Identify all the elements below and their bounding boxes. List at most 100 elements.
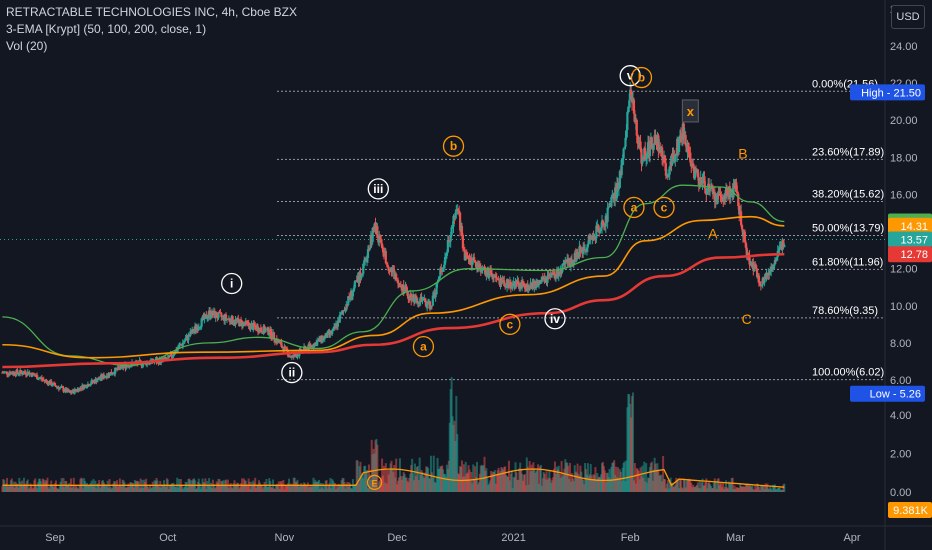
candle-body — [109, 372, 112, 376]
candle-body — [384, 250, 387, 264]
candle-body — [387, 266, 390, 271]
candle-body — [102, 374, 105, 379]
candle-body — [379, 235, 382, 240]
price-tick-label: 12.00 — [890, 264, 918, 276]
wave-circle — [623, 196, 645, 219]
legend-volume[interactable]: Vol (20) — [6, 39, 48, 53]
currency-button[interactable]: USD — [891, 5, 925, 29]
candle-body — [215, 312, 218, 318]
candle-body — [51, 385, 54, 387]
candle-body — [611, 196, 614, 198]
candle-body — [671, 155, 674, 165]
legend-title[interactable]: RETRACTABLE TECHNOLOGIES INC, 4h, Cboe B… — [6, 5, 297, 19]
wave-label: A — [708, 225, 718, 241]
candle-body — [600, 220, 604, 229]
candle-body — [747, 253, 750, 256]
candle-body — [698, 183, 701, 185]
time-tick-label: 2021 — [501, 532, 525, 544]
candle-body — [615, 182, 619, 199]
volume-bar — [632, 392, 635, 492]
candle-body — [624, 137, 627, 147]
candle-body — [595, 225, 598, 239]
volume-bar — [468, 469, 471, 492]
candle-body — [62, 387, 65, 392]
fibonacci-retracement: 0.00%(21.56)23.60%(17.89)38.20%(15.62)50… — [0, 78, 885, 381]
candle-body — [505, 286, 508, 288]
candle-body — [338, 315, 341, 323]
volume-bar — [714, 480, 717, 492]
candle-body — [567, 258, 570, 264]
candle-body — [618, 171, 621, 188]
candle-body — [514, 281, 517, 289]
candle-body — [410, 293, 413, 301]
candle-body — [323, 336, 326, 340]
volume-bar — [198, 483, 201, 492]
candle-body — [429, 305, 433, 310]
candle-body — [777, 248, 780, 251]
volume-bar — [539, 464, 542, 492]
volume-ma-line — [2, 468, 785, 488]
candle-body — [570, 259, 574, 264]
candle-body — [510, 286, 513, 289]
candle-body — [521, 281, 525, 284]
candle-body — [308, 343, 311, 346]
candle-body — [579, 246, 582, 252]
volume-bar — [757, 486, 760, 492]
volume-bar — [384, 463, 387, 492]
candle-body — [597, 224, 600, 232]
candle-body — [411, 297, 414, 301]
candle-body — [164, 357, 168, 360]
candle-body — [280, 342, 283, 347]
candle-body — [110, 372, 113, 374]
candle-body — [460, 226, 464, 236]
candle-body — [599, 228, 603, 230]
candle-body — [216, 317, 219, 319]
candle-body — [182, 342, 185, 344]
candle-body — [368, 247, 371, 250]
candle-body — [663, 155, 667, 164]
candle-body — [783, 245, 786, 248]
volume-bar — [98, 480, 101, 492]
candle-body — [772, 264, 776, 269]
candle-body — [331, 330, 334, 334]
candle-body — [116, 366, 120, 370]
candle-body — [351, 291, 355, 297]
candle-body — [653, 135, 656, 144]
candle-body — [446, 240, 449, 253]
candle-body — [367, 249, 371, 251]
price-label-box — [888, 246, 932, 263]
candle-body — [244, 320, 247, 325]
candle-body — [716, 193, 719, 204]
candle-body — [88, 385, 91, 387]
candle-body — [141, 365, 144, 367]
candle-body — [773, 260, 777, 265]
wave-label: a — [420, 340, 427, 354]
candle-body — [290, 356, 293, 358]
candle-body — [399, 285, 402, 287]
candle-body — [601, 220, 605, 224]
candle-body — [478, 264, 481, 269]
volume-bar — [460, 460, 463, 492]
candle-body — [719, 193, 722, 197]
candle-body — [24, 372, 27, 375]
candle-body — [458, 210, 461, 213]
volume-bar — [731, 477, 734, 492]
volume-bar — [269, 481, 272, 492]
volume-bars — [1, 377, 786, 492]
legend-indicator[interactable]: 3-EMA [Krypt] (50, 100, 200, close, 1) — [6, 22, 207, 36]
volume-bar — [725, 480, 728, 492]
candle-body — [697, 177, 700, 185]
candle-body — [21, 372, 24, 375]
candle-body — [679, 135, 683, 138]
axes: 26.0024.0022.0020.0018.0016.0014.0012.00… — [45, 4, 932, 544]
price-label-box — [850, 385, 925, 402]
candle-body — [374, 223, 377, 229]
candle-body — [757, 275, 761, 284]
volume-bar — [418, 457, 421, 492]
candle-body — [745, 247, 748, 256]
candle-body — [205, 314, 208, 319]
wave-label: B — [738, 146, 747, 162]
candle-body — [763, 277, 766, 283]
candle-body — [349, 297, 352, 299]
